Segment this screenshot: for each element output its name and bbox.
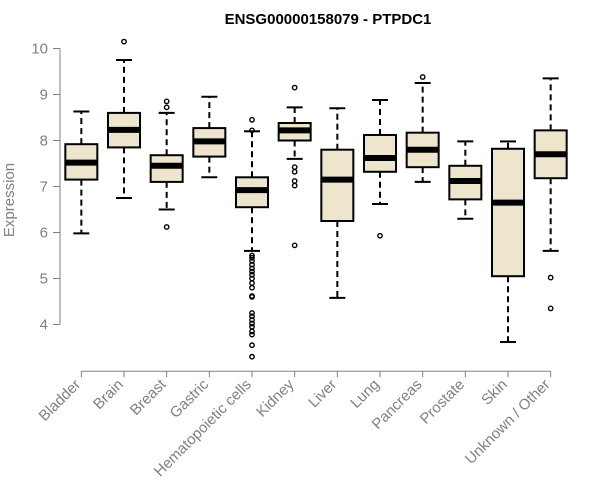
outlier-point bbox=[249, 252, 255, 259]
outlier-point bbox=[291, 168, 298, 175]
chart-title: ENSG00000158079 - PTPDC1 bbox=[225, 11, 432, 28]
box-bladder bbox=[64, 110, 99, 235]
outlier-point bbox=[291, 182, 298, 189]
outlier-point bbox=[249, 316, 255, 323]
outlier-point bbox=[249, 342, 255, 349]
x-tick-label: Prostate bbox=[417, 376, 469, 428]
x-tick-label: Liver bbox=[305, 376, 340, 411]
outlier-point bbox=[249, 116, 255, 123]
box-body bbox=[363, 133, 397, 173]
outlier-point bbox=[249, 353, 255, 360]
outlier-point bbox=[249, 284, 255, 291]
outlier-point bbox=[121, 38, 127, 45]
box-gastric bbox=[192, 95, 227, 179]
x-tick-label: Brain bbox=[90, 376, 127, 413]
boxes-layer bbox=[64, 38, 568, 360]
outlier-point bbox=[249, 323, 255, 330]
outlier-point bbox=[249, 275, 255, 282]
outlier-point bbox=[249, 265, 255, 272]
outlier-point bbox=[547, 305, 554, 312]
outlier-point bbox=[249, 293, 255, 300]
outlier-point bbox=[249, 320, 255, 327]
y-axis-label: Expression bbox=[1, 163, 18, 237]
outlier-point bbox=[291, 164, 298, 171]
outlier-point bbox=[249, 261, 255, 268]
outlier-point bbox=[163, 98, 170, 105]
outlier-point bbox=[163, 104, 170, 111]
outlier-point bbox=[163, 224, 170, 230]
box-prostate bbox=[448, 140, 483, 220]
y-tick-label: 7 bbox=[40, 179, 48, 196]
y-tick-label: 4 bbox=[40, 317, 48, 334]
box-lung bbox=[363, 99, 397, 239]
outlier-point bbox=[249, 254, 255, 261]
box-brain bbox=[107, 38, 141, 199]
outlier-point bbox=[377, 232, 383, 239]
outlier-point bbox=[249, 268, 255, 275]
x-tick-label: Breast bbox=[127, 376, 170, 419]
outlier-point bbox=[249, 258, 255, 264]
box-pancreas bbox=[405, 74, 440, 183]
outlier-point bbox=[249, 328, 255, 335]
x-tick-label: Bladder bbox=[36, 376, 85, 425]
outlier-point bbox=[291, 242, 298, 249]
outlier-point bbox=[547, 274, 554, 281]
box-body bbox=[491, 147, 525, 278]
y-axis-ticks: 4 5 6 7 8 9 10 bbox=[31, 41, 60, 334]
y-tick-label: 6 bbox=[40, 225, 48, 242]
box-breast bbox=[149, 98, 184, 230]
x-tick-label: Kidney bbox=[253, 376, 298, 421]
y-tick-label: 9 bbox=[40, 87, 48, 104]
box-kidney bbox=[277, 84, 312, 249]
outlier-point bbox=[249, 313, 255, 320]
outlier-point bbox=[249, 331, 255, 338]
x-tick-label: Lung bbox=[347, 376, 383, 412]
outlier-point bbox=[249, 280, 255, 286]
outlier-point bbox=[249, 310, 255, 316]
outlier-point bbox=[419, 74, 426, 80]
outlier-point bbox=[291, 178, 298, 184]
y-tick-label: 5 bbox=[40, 271, 48, 288]
box-unknown-other bbox=[533, 77, 568, 312]
outlier-point bbox=[291, 84, 298, 91]
box-skin bbox=[491, 140, 525, 343]
box-hematopoietic-cells bbox=[235, 116, 269, 360]
x-tick-label: Skin bbox=[478, 376, 511, 409]
box-liver bbox=[320, 107, 355, 299]
y-tick-label: 8 bbox=[40, 133, 48, 150]
box-body bbox=[320, 148, 355, 222]
outlier-point bbox=[249, 271, 255, 278]
y-tick-label: 10 bbox=[31, 41, 48, 58]
outlier-point bbox=[249, 127, 255, 134]
